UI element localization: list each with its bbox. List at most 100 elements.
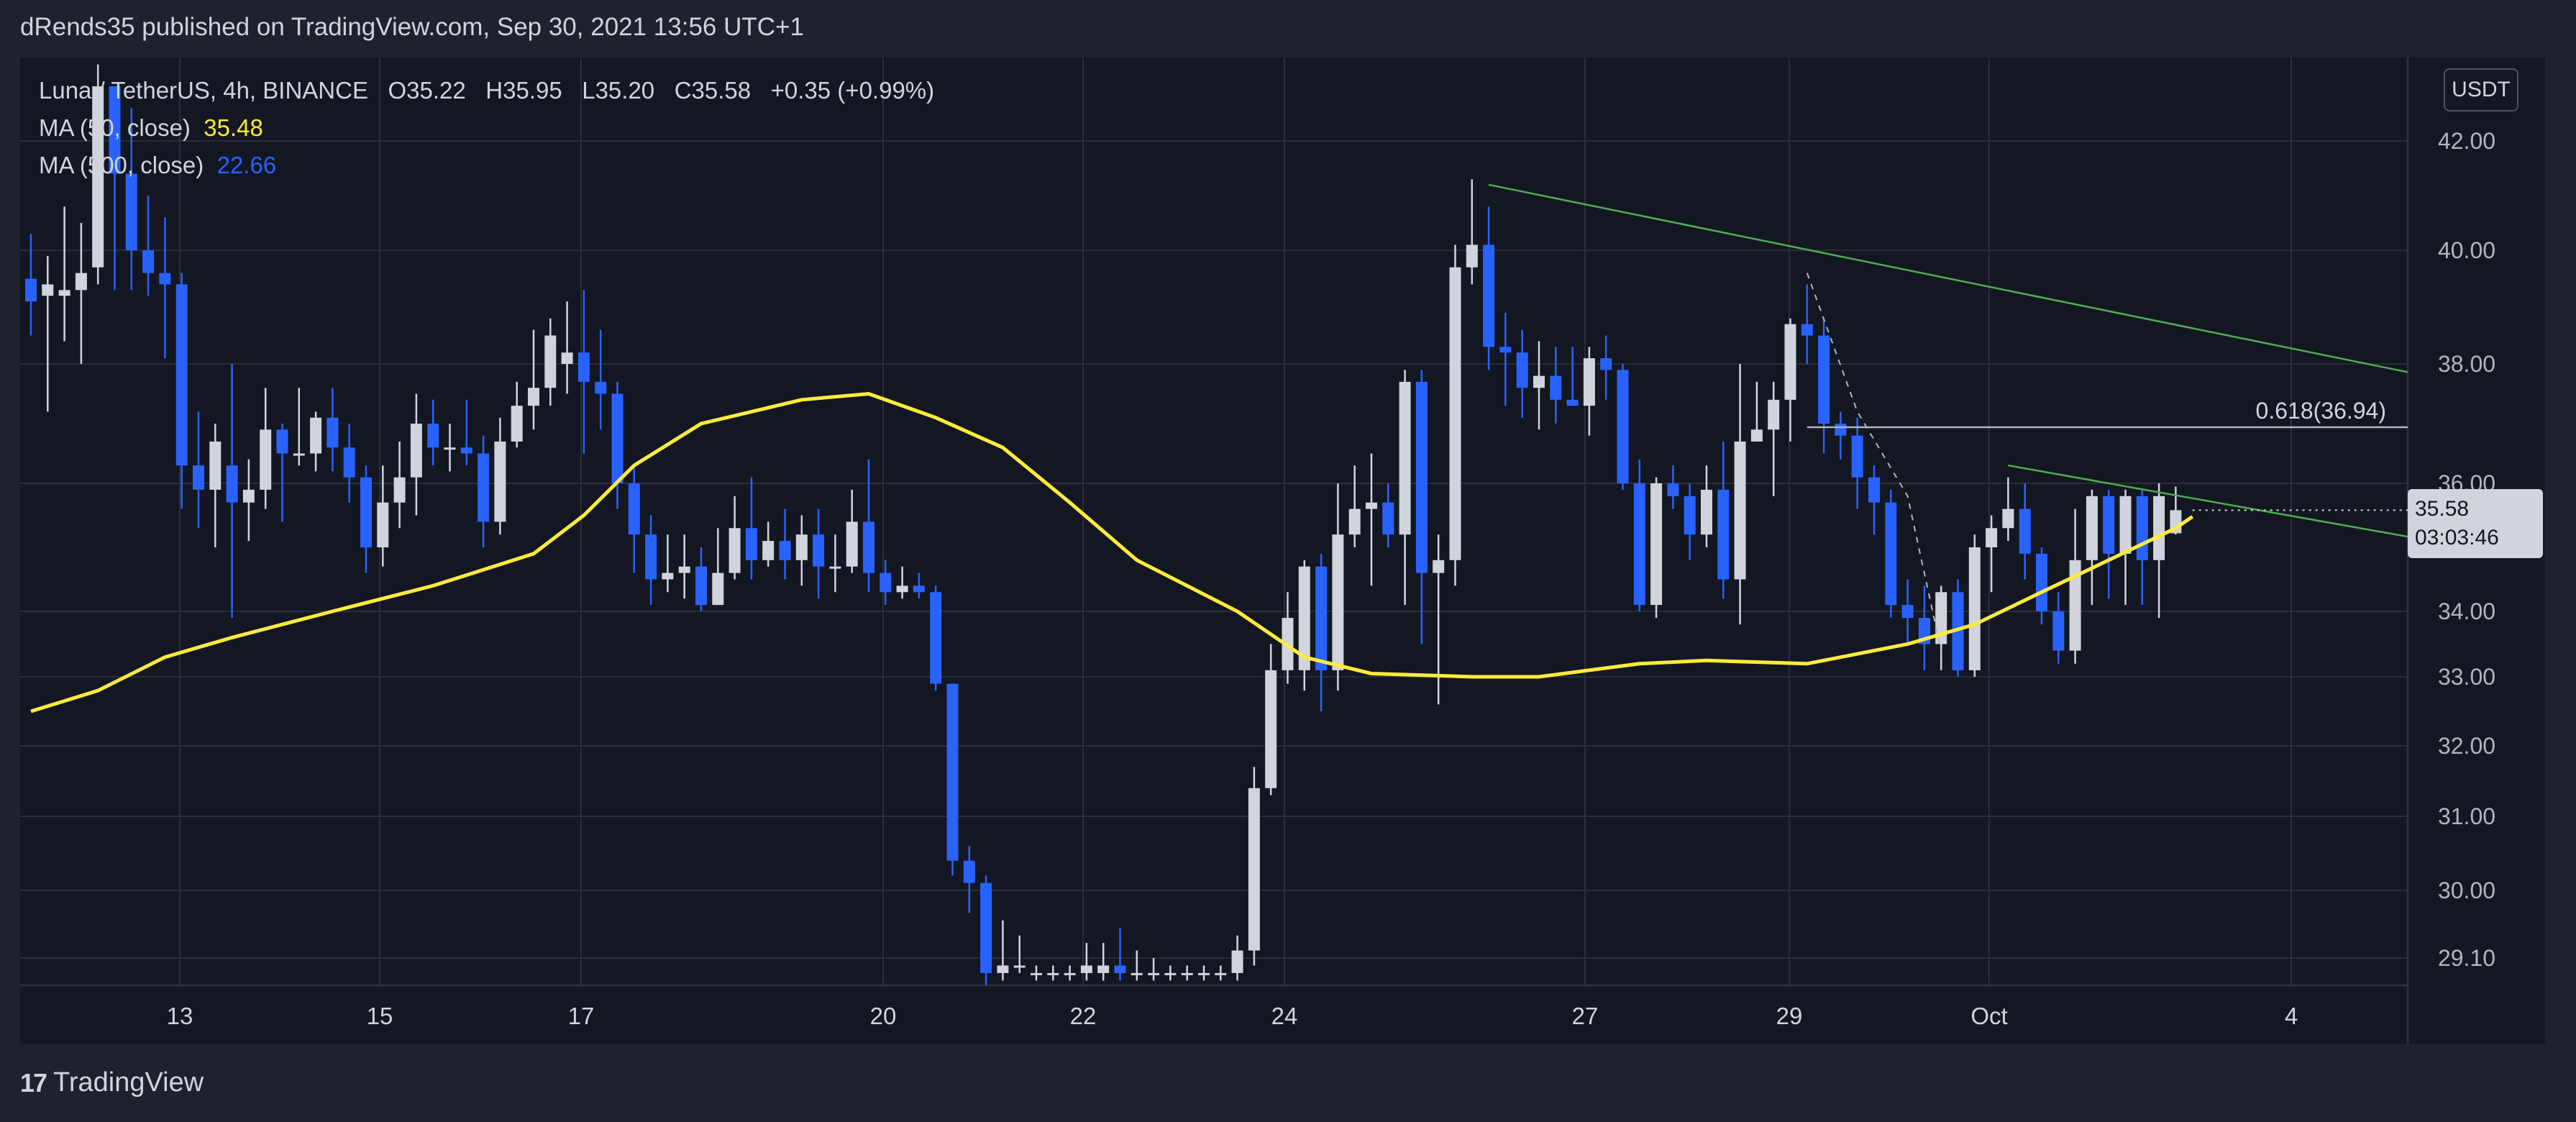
- candle-down: [1801, 324, 1813, 336]
- candle-up: [92, 86, 104, 268]
- candle-down: [1633, 483, 1645, 606]
- candle-down: [1835, 424, 1847, 436]
- candle-up: [58, 290, 70, 296]
- candle-down: [1315, 566, 1328, 670]
- candle-down: [2052, 611, 2065, 651]
- candle-down: [1600, 358, 1612, 370]
- candle-up: [260, 429, 272, 490]
- candle-down: [2103, 496, 2115, 554]
- legend-low-label: L: [582, 77, 595, 104]
- legend-ma500-value: 22.66: [216, 152, 277, 178]
- candle-up: [1198, 972, 1210, 975]
- candle-up: [2002, 508, 2014, 529]
- candle-down: [813, 534, 825, 567]
- candle-up: [1231, 950, 1243, 973]
- candle-down: [946, 683, 959, 861]
- candle-up: [1031, 972, 1042, 975]
- legend-symbol: Luna / TetherUS, 4h, BINANCE: [39, 77, 368, 104]
- candle-up: [1181, 972, 1193, 975]
- candle-down: [611, 393, 624, 483]
- candle-up: [42, 284, 54, 296]
- candle-up: [1784, 324, 1796, 400]
- candle-down: [2019, 508, 2031, 554]
- y-tick-label: 40.00: [2438, 237, 2495, 263]
- candle-up: [1701, 489, 1712, 535]
- candle-down: [1516, 352, 1528, 388]
- legend-ma500-row[interactable]: MA (500, close) 22.66: [39, 147, 934, 184]
- candle-up: [393, 477, 406, 503]
- candle-down: [1617, 370, 1629, 483]
- candle-up: [377, 502, 389, 547]
- candle-up: [1466, 245, 1478, 268]
- candle-down: [343, 447, 355, 478]
- candle-down: [645, 534, 657, 580]
- candle-down: [478, 453, 490, 522]
- tradingview-brand: TradingView: [53, 1067, 204, 1098]
- candle-up: [729, 528, 741, 573]
- candle-down: [1818, 335, 1830, 424]
- candle-up: [1750, 429, 1763, 442]
- tradingview-logo[interactable]: 17 TradingView: [20, 1067, 204, 1098]
- candle-up: [1047, 972, 1059, 975]
- legend-ma50-row[interactable]: MA (50, close) 35.48: [39, 109, 934, 147]
- candle-down: [1885, 502, 1897, 606]
- candle-up: [1583, 358, 1595, 406]
- candle-down: [175, 284, 188, 466]
- ma50-line: [30, 391, 2194, 713]
- candle-up: [410, 424, 422, 478]
- legend-ma50-label: MA (50, close): [39, 114, 191, 141]
- projection-dashed-line: [1806, 273, 1942, 651]
- y-tick-label: 38.00: [2438, 351, 2495, 377]
- candle-up: [1248, 788, 1260, 951]
- candle-up: [795, 534, 808, 560]
- candle-up: [1768, 399, 1780, 430]
- candle-down: [745, 528, 757, 560]
- legend-change: +0.35 (+0.99%): [770, 77, 935, 104]
- candle-down: [779, 541, 791, 560]
- candle-up: [2086, 496, 2098, 560]
- legend-symbol-row[interactable]: Luna / TetherUS, 4h, BINANCE O35.22 H35.…: [39, 72, 934, 109]
- candle-down: [226, 465, 238, 503]
- candle-up: [511, 406, 523, 442]
- candle-down: [1415, 381, 1428, 573]
- candle-up: [1449, 267, 1461, 560]
- candle-up: [829, 566, 841, 569]
- tradingview-logo-icon: 17: [20, 1067, 47, 1098]
- y-tick-label: 29.10: [2438, 945, 2495, 971]
- x-tick-label: 15: [367, 1003, 393, 1029]
- legend-ma50-value: 35.48: [204, 114, 263, 141]
- candle-up: [896, 585, 908, 593]
- candle-down: [125, 173, 137, 250]
- candle-down: [1114, 965, 1126, 973]
- candle-down: [913, 585, 925, 593]
- candle-up: [712, 573, 724, 606]
- currency-button[interactable]: USDT: [2444, 68, 2518, 111]
- candle-down: [360, 477, 372, 547]
- legend-low: 35.20: [595, 77, 655, 104]
- x-tick-label: 22: [1070, 1003, 1097, 1029]
- candle-down: [1483, 245, 1495, 347]
- candle-up: [293, 453, 305, 456]
- candle-up: [444, 447, 456, 450]
- candle-down: [1901, 605, 1914, 619]
- x-tick-label: 13: [167, 1003, 193, 1029]
- candle-up: [544, 335, 557, 388]
- candle-up: [1366, 502, 1377, 509]
- candle-up: [1332, 534, 1344, 670]
- candle-down: [2036, 553, 2047, 611]
- y-tick-label: 30.00: [2438, 877, 2495, 903]
- legend-high: 35.95: [503, 77, 562, 104]
- candle-up: [1533, 375, 1545, 388]
- trendline: [1488, 183, 2408, 373]
- trendline: [2008, 464, 2408, 538]
- candle-down: [326, 417, 339, 448]
- candle-down: [1717, 489, 1730, 580]
- candle-up: [2153, 496, 2165, 560]
- candle-down: [1499, 347, 1512, 353]
- candle-down: [980, 882, 992, 973]
- fib-level-label: 0.618(36.94): [2256, 398, 2386, 424]
- candle-up: [1097, 965, 1110, 973]
- candle-down: [427, 424, 439, 448]
- candle-down: [577, 352, 590, 382]
